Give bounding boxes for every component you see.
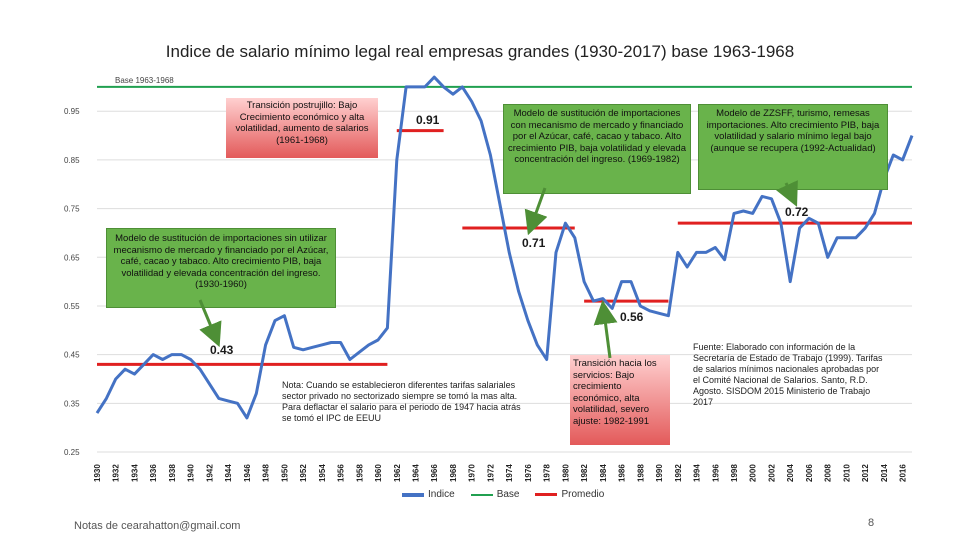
avg-label-1962-1967: 0.91 <box>416 113 440 127</box>
y-tick-label: 0.35 <box>64 399 80 408</box>
x-tick-label: 1976 <box>524 464 533 482</box>
y-tick-label: 0.25 <box>64 448 80 457</box>
y-tick-label: 0.55 <box>64 302 80 311</box>
arrow-1992-box <box>776 180 798 207</box>
x-tick-label: 1936 <box>149 464 158 482</box>
x-tick-label: 1932 <box>112 464 121 482</box>
x-tick-label: 1968 <box>449 464 458 482</box>
legend-label-base: Base <box>496 489 520 500</box>
x-tick-label: 1978 <box>543 464 552 482</box>
x-tick-label: 1994 <box>693 464 702 482</box>
x-tick-label: 1966 <box>430 464 439 482</box>
x-tick-label: 1980 <box>561 464 570 482</box>
x-tick-label: 2002 <box>767 464 776 482</box>
x-tick-label: 1992 <box>674 464 683 482</box>
legend-item-indice: Indice <box>402 489 455 500</box>
annotation-box-1982-1991: Transición hacia los servicios: Bajo cre… <box>570 355 670 445</box>
x-tick-label: 1996 <box>711 464 720 482</box>
avg-label-1992-2017: 0.72 <box>785 205 809 219</box>
legend-label-promedio: Promedio <box>561 489 605 500</box>
x-tick-label: 1988 <box>636 464 645 482</box>
x-tick-label: 1982 <box>580 464 589 482</box>
arrow-1969-box <box>524 187 548 236</box>
x-tick-label: 2006 <box>805 464 814 482</box>
y-tick-label: 0.65 <box>64 253 80 262</box>
x-tick-label: 1962 <box>393 464 402 482</box>
legend-item-promedio: Promedio <box>535 489 604 500</box>
avg-label-1982-1991: 0.56 <box>620 310 644 324</box>
x-tick-label: 1990 <box>655 464 664 482</box>
legend-swatch-base <box>470 493 493 496</box>
x-tick-label: 2000 <box>749 464 758 482</box>
x-tick-label: 1950 <box>280 464 289 482</box>
x-tick-label: 1964 <box>412 464 421 482</box>
x-tick-label: 2004 <box>786 464 795 482</box>
legend-item-base: Base <box>470 489 520 500</box>
footer-note: Notas de cearahatton@gmail.com <box>74 520 241 532</box>
chart-legend: Indice Base Promedio <box>402 489 604 500</box>
source-note: Fuente: Elaborado con información de la … <box>693 342 883 407</box>
avg-label-1969-1981: 0.71 <box>522 236 546 250</box>
x-tick-label: 1954 <box>318 464 327 482</box>
x-tick-label: 1984 <box>599 464 608 482</box>
x-tick-label: 1930 <box>93 464 102 482</box>
x-tick-label: 1986 <box>618 464 627 482</box>
arrow-1930-box <box>198 299 222 348</box>
methodology-note: Nota: Cuando se establecieron diferentes… <box>282 380 521 423</box>
chart-title: Indice de salario mínimo legal real empr… <box>165 42 795 61</box>
indice-series-line <box>95 75 914 420</box>
x-tick-label: 1934 <box>130 464 139 482</box>
annotation-box-1969-1982: Modelo de sustitución de importaciones c… <box>503 104 691 194</box>
x-tick-label: 1958 <box>355 464 364 482</box>
x-tick-label: 2014 <box>880 464 889 482</box>
annotation-box-1930-1960: Modelo de sustitución de importaciones s… <box>106 228 336 308</box>
x-tick-label: 1952 <box>299 464 308 482</box>
x-tick-label: 1974 <box>505 464 514 482</box>
x-tick-label: 1998 <box>730 464 739 482</box>
x-tick-label: 1960 <box>374 464 383 482</box>
base-label: Base 1963-1968 <box>115 76 174 85</box>
y-tick-label: 0.95 <box>64 107 80 116</box>
x-tick-label: 1956 <box>337 464 346 482</box>
arrow-1982-box <box>593 300 618 359</box>
x-tick-label: 2010 <box>842 464 851 482</box>
annotation-box-1992-actualidad: Modelo de ZZSFF, turismo, remesas import… <box>698 104 888 190</box>
x-tick-label: 2012 <box>861 464 870 482</box>
legend-swatch-indice <box>402 492 424 497</box>
legend-swatch-promedio <box>535 493 558 496</box>
x-tick-label: 2016 <box>899 464 908 482</box>
x-tick-label: 1944 <box>224 464 233 482</box>
x-tick-label: 2008 <box>824 464 833 482</box>
legend-label-indice: Indice <box>428 489 455 500</box>
x-tick-label: 1972 <box>486 464 495 482</box>
x-tick-label: 1946 <box>243 464 252 482</box>
x-tick-label: 1940 <box>187 464 196 482</box>
x-tick-label: 1970 <box>468 464 477 482</box>
y-tick-label: 0.75 <box>64 205 80 214</box>
page-number: 8 <box>868 517 875 529</box>
x-tick-label: 1938 <box>168 464 177 482</box>
y-tick-label: 0.85 <box>64 156 80 165</box>
x-tick-label: 1948 <box>262 464 271 482</box>
x-tick-label: 1942 <box>205 464 214 482</box>
y-tick-label: 0.45 <box>64 351 80 360</box>
annotation-box-1961-1968: Transición postrujillo: Bajo Crecimiento… <box>226 98 378 158</box>
